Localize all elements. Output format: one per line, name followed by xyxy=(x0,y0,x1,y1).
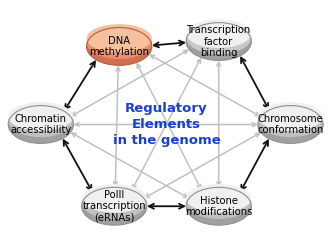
Text: Regulatory
Elements
in the genome: Regulatory Elements in the genome xyxy=(113,102,220,147)
Ellipse shape xyxy=(87,24,152,53)
Ellipse shape xyxy=(186,19,251,48)
Text: Chromosome
conformation: Chromosome conformation xyxy=(257,114,324,135)
Ellipse shape xyxy=(186,21,251,54)
Ellipse shape xyxy=(186,187,251,225)
Ellipse shape xyxy=(8,106,74,143)
Ellipse shape xyxy=(258,106,323,143)
Text: PolII
transcription
(eRNAs): PolII transcription (eRNAs) xyxy=(83,190,146,222)
Ellipse shape xyxy=(8,104,74,137)
Ellipse shape xyxy=(258,104,323,137)
Ellipse shape xyxy=(82,184,147,213)
Text: Histone
modifications: Histone modifications xyxy=(185,196,252,217)
Ellipse shape xyxy=(186,186,251,219)
Text: Chromatin
accessibility: Chromatin accessibility xyxy=(10,114,72,135)
Ellipse shape xyxy=(82,187,147,225)
Ellipse shape xyxy=(8,102,74,131)
Ellipse shape xyxy=(87,26,152,59)
Ellipse shape xyxy=(258,102,323,131)
Ellipse shape xyxy=(186,184,251,213)
Ellipse shape xyxy=(186,23,251,61)
Text: Transcription
factor
binding: Transcription factor binding xyxy=(186,25,251,58)
Text: DNA
methylation: DNA methylation xyxy=(89,36,149,57)
Ellipse shape xyxy=(82,186,147,219)
Ellipse shape xyxy=(87,27,152,65)
